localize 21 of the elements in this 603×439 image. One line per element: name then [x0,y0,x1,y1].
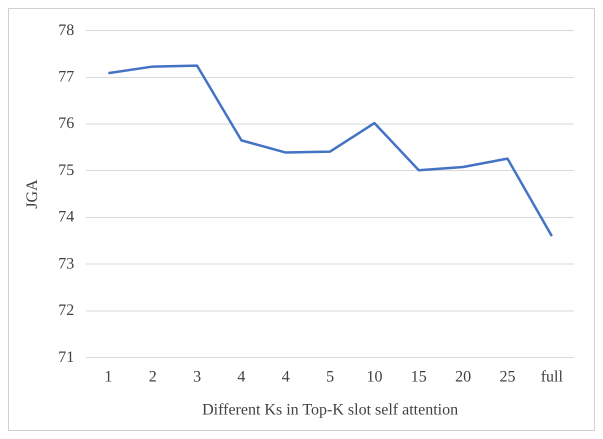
x-tick-label: full [540,368,564,386]
y-tick-label: 75 [58,162,74,179]
x-tick-label: 4 [237,368,246,386]
y-tick-label: 77 [58,68,74,86]
x-tick-label: 10 [366,368,382,386]
y-tick-label: 76 [58,115,74,132]
x-tick-label: 25 [499,368,516,386]
x-tick-label: 1 [104,368,112,386]
x-axis-title: Different Ks in Top-K slot self attention [202,402,458,419]
x-tick-label: 20 [455,368,472,386]
x-tick-label: 15 [410,368,427,386]
x-tick-label: 3 [193,368,202,386]
x-tick-label: 4 [282,368,290,386]
x-tick-label: 5 [326,368,334,386]
y-tick-label: 78 [58,22,74,39]
y-tick-label: 73 [58,255,74,272]
y-tick-label: 72 [58,302,74,320]
y-axis-title: JGA [24,178,41,209]
y-tick-label: 71 [58,348,74,366]
y-tick-label: 74 [58,208,74,226]
x-tick-label: 2 [148,368,157,386]
